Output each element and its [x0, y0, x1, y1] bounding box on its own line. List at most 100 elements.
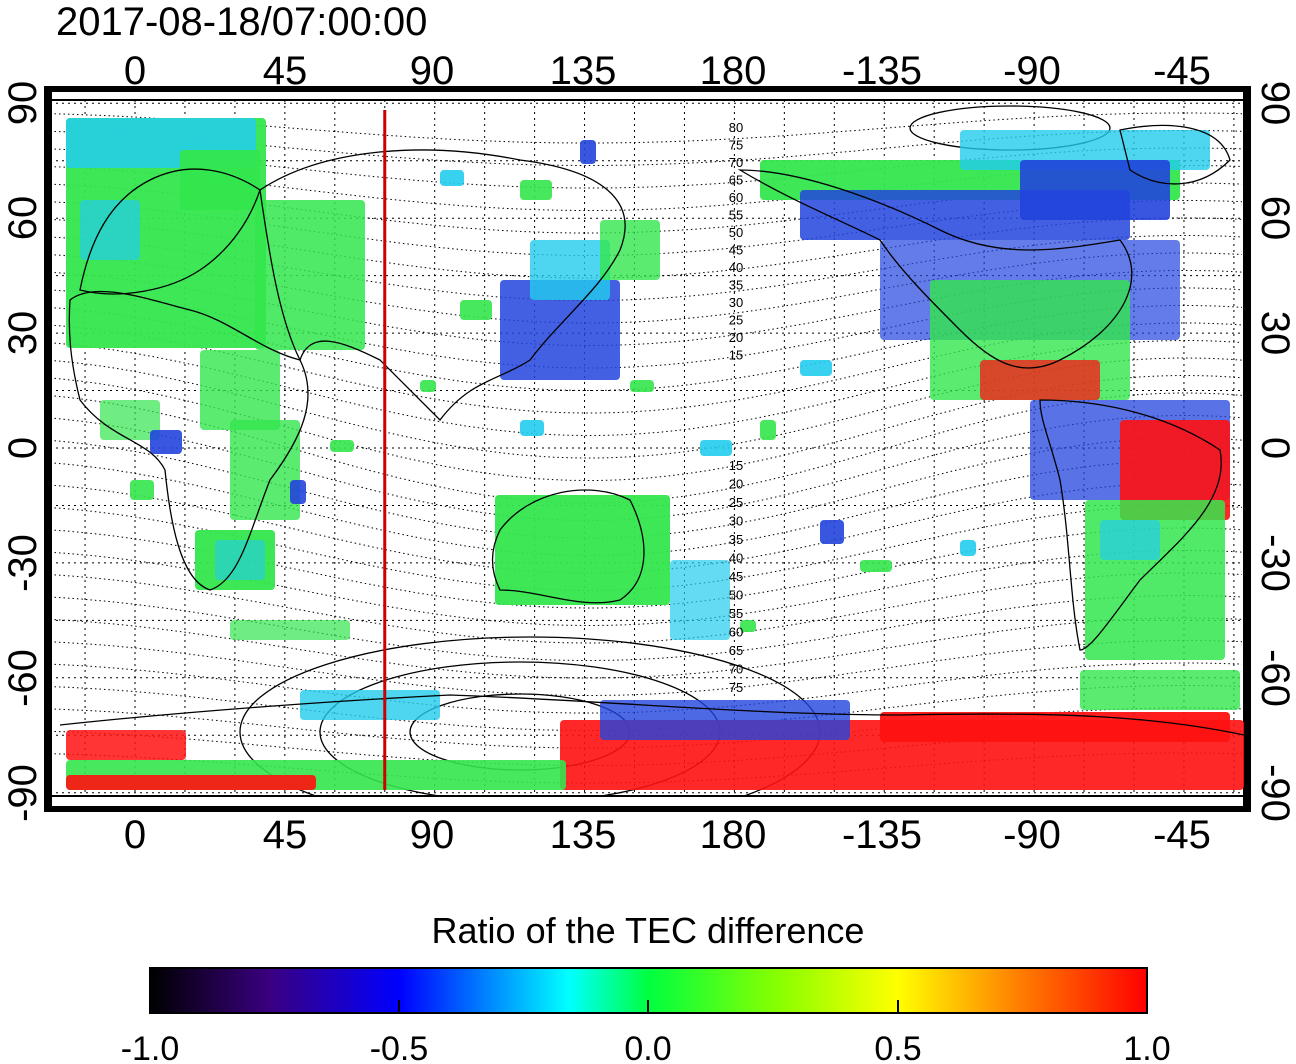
tec-patch	[420, 380, 436, 392]
tec-patch	[100, 400, 160, 440]
coastline	[259, 149, 626, 421]
tec-patch	[980, 360, 1100, 400]
x-tick-bottom: 135	[550, 813, 617, 857]
tec-patch	[215, 540, 265, 580]
y-tick-left: -90	[1, 764, 45, 822]
coastline	[491, 489, 645, 604]
colorbar-tick-label: -0.5	[370, 1030, 429, 1064]
contour-label: 25	[729, 495, 743, 510]
colorbar-ticks: -1.0 -0.5 0.0 0.5 1.0	[121, 1000, 1171, 1064]
top-axis-bar	[44, 86, 1251, 92]
contour-label: 75	[729, 680, 743, 695]
contour-label: 15	[729, 458, 743, 473]
magnetic-contour	[50, 707, 1243, 749]
tec-patch	[630, 380, 654, 392]
x-tick-top: 180	[700, 49, 767, 93]
contour-label: 80	[729, 120, 743, 135]
tec-patch	[230, 420, 300, 520]
tec-patch	[1020, 160, 1170, 220]
magnetic-contour	[50, 550, 1243, 626]
contour-label: 15	[729, 348, 743, 363]
tec-patch	[740, 620, 756, 632]
tec-patch	[760, 420, 776, 440]
timestamp-title: 2017-08-18/07:00:00	[56, 0, 428, 44]
contour-label: 60	[729, 190, 743, 205]
axis-tick-labels: 0 45 90 135 180 -135 -90 -450 45 90 135 180 -135 -90-…	[1, 49, 1296, 857]
y-tick-right: -90	[1253, 764, 1296, 822]
contour-label: 45	[729, 243, 743, 258]
tec-patch	[1100, 520, 1160, 560]
x-tick-top: -90	[1003, 49, 1061, 93]
tec-patch	[150, 430, 182, 454]
contour-label: 20	[729, 477, 743, 492]
coastline	[1039, 399, 1222, 651]
contour-label: 65	[729, 643, 743, 658]
tec-patch	[255, 200, 365, 350]
contour-label: 30	[729, 514, 743, 529]
magnetic-contour	[50, 685, 1243, 731]
tec-patch	[600, 220, 660, 280]
magnetic-contour	[50, 617, 1243, 679]
tec-patch	[580, 140, 596, 164]
tec-patch	[530, 240, 610, 300]
y-tick-right: -30	[1253, 534, 1296, 592]
x-tick-bottom: 45	[263, 813, 308, 857]
y-tick-left: 30	[1, 311, 45, 356]
y-tick-left: -30	[1, 534, 45, 592]
coastline	[1119, 124, 1231, 185]
contour-label: 55	[729, 606, 743, 621]
tec-patch	[600, 700, 850, 740]
contour-label: 75	[729, 138, 743, 153]
x-tick-bottom: -135	[842, 813, 922, 857]
x-tick-top: 135	[550, 49, 617, 93]
tec-patch	[66, 775, 316, 790]
tec-patch	[460, 300, 492, 320]
tec-patch	[860, 560, 892, 572]
tec-patch	[800, 360, 832, 376]
coastline	[68, 290, 309, 591]
tec-data-patches	[66, 118, 1244, 790]
contour-label: 55	[729, 208, 743, 223]
x-tick-top: -135	[842, 49, 922, 93]
y-tick-left: 0	[1, 437, 45, 459]
colorbar-tick-label: 0.0	[624, 1030, 671, 1064]
tec-patch	[290, 480, 306, 504]
y-tick-right: -60	[1253, 649, 1296, 707]
tec-patch	[330, 440, 354, 452]
tec-patch	[300, 690, 440, 720]
tec-patch	[520, 180, 552, 200]
contour-label: 50	[729, 225, 743, 240]
y-tick-left: 90	[1, 81, 45, 126]
y-tick-right: 90	[1253, 81, 1296, 126]
coastline	[59, 694, 1244, 736]
contour-label: 35	[729, 278, 743, 293]
tec-patch	[230, 620, 350, 640]
contour-label: 35	[729, 532, 743, 547]
tec-patch	[130, 480, 154, 500]
y-tick-left: -60	[1, 649, 45, 707]
x-tick-bottom: -90	[1003, 813, 1061, 857]
contour-label: 40	[729, 551, 743, 566]
tec-patch	[820, 520, 844, 544]
tec-patch	[670, 560, 730, 640]
tec-patch	[960, 540, 976, 556]
colorbar-title: Ratio of the TEC difference	[431, 910, 865, 951]
contour-label: 70	[729, 155, 743, 170]
x-tick-top: -45	[1153, 49, 1211, 93]
colorbar-tick-label: -1.0	[121, 1030, 180, 1064]
tec-patch	[880, 712, 1230, 742]
colorbar-tick-label: 1.0	[1123, 1030, 1170, 1064]
y-tick-right: 30	[1253, 311, 1296, 356]
coastlines	[59, 124, 1244, 736]
tec-patch	[180, 150, 260, 210]
y-tick-right: 60	[1253, 196, 1296, 241]
tec-patch	[200, 350, 280, 430]
contour-label: 65	[729, 173, 743, 188]
contour-label: 60	[729, 625, 743, 640]
tec-patch	[495, 495, 670, 605]
tec-patch	[700, 440, 732, 456]
contour-label: 70	[729, 662, 743, 677]
tec-patch	[1080, 670, 1240, 710]
tec-patch	[520, 420, 544, 436]
